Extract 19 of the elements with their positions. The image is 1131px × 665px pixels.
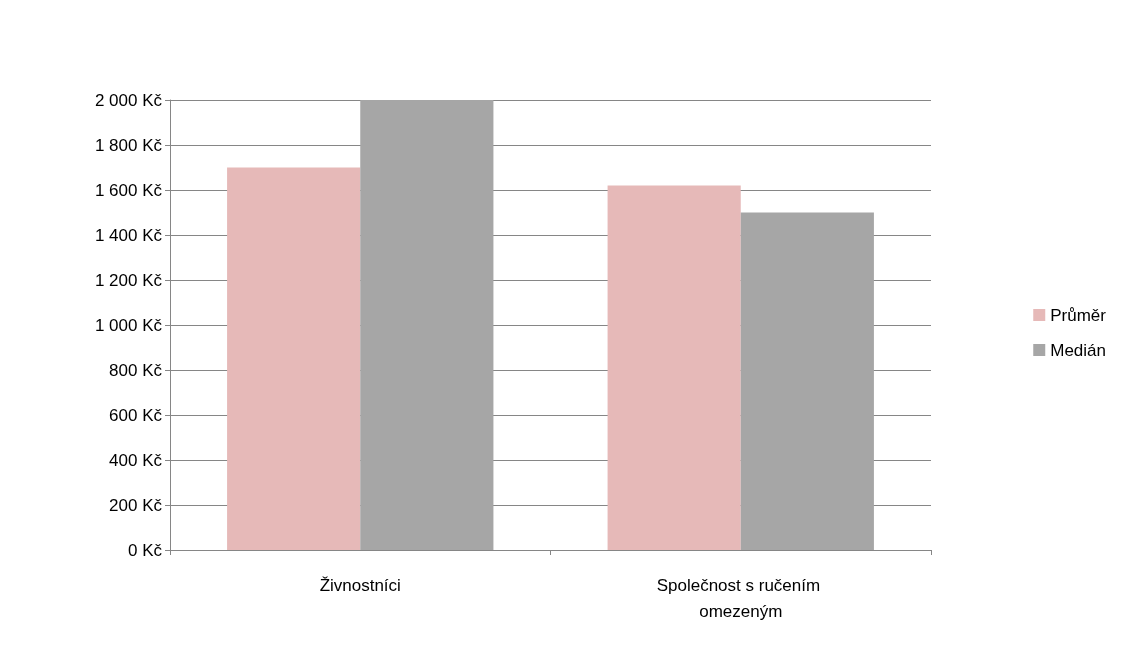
y-tick-label: 1 000 Kč	[94, 315, 163, 335]
bar	[360, 100, 494, 550]
y-tick-label: 400 Kč	[109, 450, 163, 470]
y-tick-label: 1 600 Kč	[94, 180, 163, 200]
y-tick-label: 1 400 Kč	[94, 225, 163, 245]
x-tick-label: Společnost s ručením omezeným	[656, 575, 825, 621]
y-tick-label: 800 Kč	[109, 360, 163, 380]
y-tick-label: 1 800 Kč	[94, 135, 163, 155]
bar	[607, 185, 741, 550]
y-tick-label: 600 Kč	[109, 405, 163, 425]
legend-label: Průměr	[1050, 305, 1107, 325]
y-tick-label: 2 000 Kč	[94, 90, 163, 110]
y-tick-label: 0 Kč	[127, 540, 163, 560]
y-tick-label: 1 200 Kč	[94, 270, 163, 290]
y-tick-label: 200 Kč	[109, 495, 163, 515]
bar	[227, 167, 361, 550]
x-tick-label: Živnostníci	[319, 575, 401, 595]
legend-label: Medián	[1050, 340, 1107, 360]
bar	[740, 212, 874, 550]
